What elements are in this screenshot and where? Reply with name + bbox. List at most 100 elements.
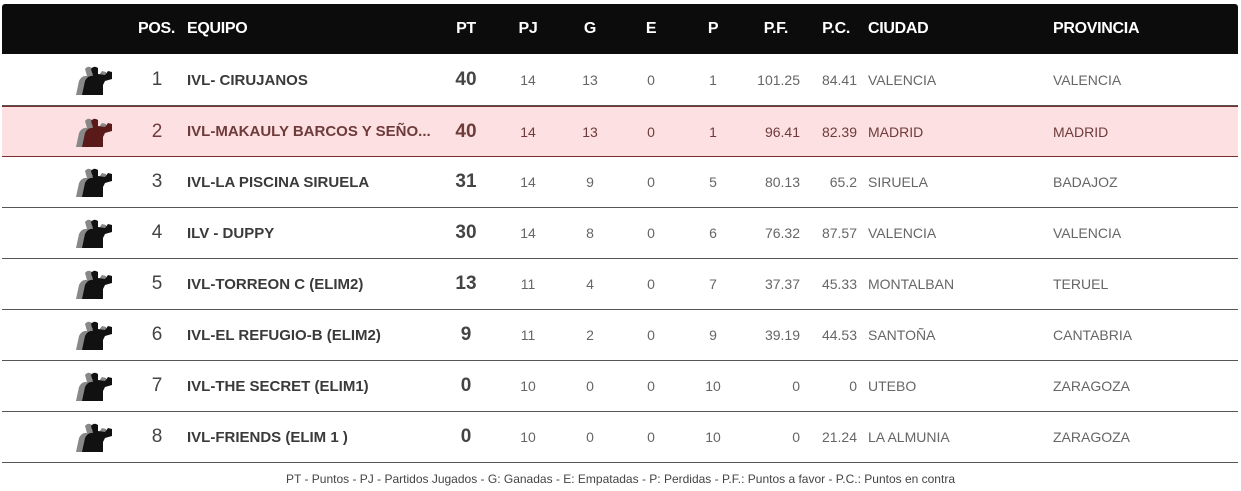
points-for: 76.32 [764,225,800,241]
province: MADRID [1053,123,1109,140]
played: 14 [520,225,536,241]
points-against: 65.2 [829,174,857,190]
lost: 1 [709,72,717,88]
points-against: 82.39 [821,123,857,140]
darts-player-icon [76,107,114,156]
points: 0 [460,426,472,447]
table-row: 2 IVL-MAKAULY BARCOS Y SEÑO... 40 14 13 0 1 96.… [2,106,1238,157]
drawn: 0 [647,327,655,343]
province: TERUEL [1053,276,1109,292]
team-name[interactable]: IVL- CIRUJANOS [187,71,308,89]
darts-player-icon [76,157,114,207]
team-name[interactable]: IVL-MAKAULY BARCOS Y SEÑO... [187,123,431,140]
table-row: 3 IVL-LA PISCINA SIRUELA 31 14 9 0 5 80.13 65.2 S… [2,157,1238,208]
won: 0 [586,378,594,394]
header-city: CIUDAD [868,20,929,37]
city: SANTOÑA [868,327,936,343]
position: 2 [151,120,163,142]
points-against: 45.33 [821,276,857,292]
table-row: 7 IVL-THE SECRET (ELIM1) 0 10 0 0 10 0 0 UTEBO ZAR… [2,361,1238,412]
darts-player-icon [76,310,114,360]
province: ZARAGOZA [1053,378,1131,394]
header-pos: POS. [138,20,176,37]
position: 6 [151,324,163,345]
table-row: 4 ILV - DUPPY 30 14 8 0 6 76.32 87.57 VALENCIA VAL… [2,208,1238,259]
points: 9 [460,324,472,345]
points-against: 44.53 [821,327,857,343]
played: 14 [520,72,536,88]
city: VALENCIA [868,225,937,241]
played: 10 [520,378,536,394]
won: 2 [586,327,594,343]
drawn: 0 [647,72,655,88]
points-for: 39.19 [764,327,800,343]
points-against: 0 [849,378,857,394]
header-team: EQUIPO [187,20,248,37]
team-name[interactable]: IVL-FRIENDS (ELIM 1 ) [187,428,348,446]
city: MADRID [868,123,924,140]
province: ZARAGOZA [1053,429,1131,445]
drawn: 0 [647,123,655,140]
team-name[interactable]: IVL-TORREON C (ELIM2) [187,275,364,293]
played: 11 [520,327,536,343]
province: BADAJOZ [1053,174,1118,190]
header-pj: PJ [518,20,538,37]
header-p: P [707,20,719,37]
table-row: 6 IVL-EL REFUGIO-B (ELIM2) 9 11 2 0 9 39.19 44.5… [2,310,1238,361]
played: 14 [520,174,536,190]
drawn: 0 [647,378,655,394]
points-against: 21.24 [821,429,857,445]
lost: 5 [709,174,717,190]
lost: 7 [709,276,717,292]
darts-player-icon [76,55,114,105]
team-name[interactable]: IVL-THE SECRET (ELIM1) [187,377,369,395]
position: 4 [151,222,163,243]
lost: 9 [709,327,717,343]
won: 0 [586,429,594,445]
city: UTEBO [868,378,917,394]
points: 13 [455,273,477,294]
played: 10 [520,429,536,445]
played: 11 [520,276,536,292]
darts-player-icon [76,259,114,309]
header-pt: PT [456,20,476,37]
won: 13 [582,72,598,88]
points: 40 [455,69,477,90]
lost: 10 [705,378,721,394]
darts-player-icon [76,361,114,411]
team-name[interactable]: IVL-LA PISCINA SIRUELA [187,173,370,191]
province: VALENCIA [1053,225,1122,241]
drawn: 0 [647,429,655,445]
points-for: 80.13 [764,174,800,190]
city: MONTALBAN [868,276,955,292]
province: VALENCIA [1053,72,1122,88]
position: 8 [151,426,163,447]
points-for: 101.25 [757,72,800,88]
points-for: 0 [792,378,800,394]
points-for: 96.41 [764,123,800,140]
won: 8 [586,225,594,241]
team-name[interactable]: ILV - DUPPY [187,224,275,242]
points-for: 0 [792,429,800,445]
points: 0 [460,375,472,396]
lost: 6 [709,225,717,241]
points: 30 [455,222,477,243]
position: 5 [151,273,163,294]
header-province: PROVINCIA [1053,20,1140,37]
drawn: 0 [647,276,655,292]
header-pf: P.F. [763,20,789,37]
city: SIRUELA [868,174,928,190]
points: 40 [455,120,477,142]
city: LA ALMUNIA [868,429,950,445]
points-against: 87.57 [821,225,857,241]
lost: 1 [709,123,717,140]
table-row: 5 IVL-TORREON C (ELIM2) 13 11 4 0 7 37.37 45.33 M… [2,259,1238,310]
points: 31 [455,171,477,192]
table-row: 1 IVL- CIRUJANOS 40 14 13 0 1 101.25 84.41 VALENC… [2,55,1238,106]
position: 1 [151,69,163,90]
province: CANTABRIA [1053,327,1133,343]
played: 14 [520,123,536,140]
won: 9 [586,174,594,190]
lost: 10 [705,429,721,445]
team-name[interactable]: IVL-EL REFUGIO-B (ELIM2) [187,326,381,344]
